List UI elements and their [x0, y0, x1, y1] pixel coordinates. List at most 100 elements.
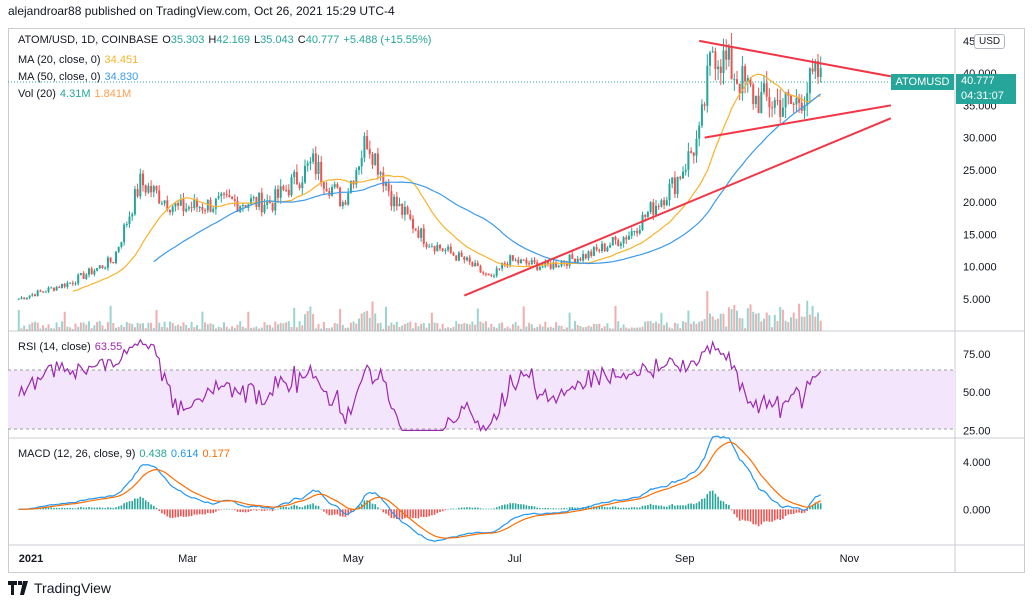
- volume-bar: [779, 306, 782, 331]
- volume-bar: [169, 321, 171, 331]
- macd-hist-bar: [555, 508, 557, 510]
- macd-hist-bar: [720, 500, 722, 510]
- volume-bar: [430, 312, 433, 331]
- volume-bar: [463, 323, 466, 331]
- macd-hist-bar: [406, 509, 409, 518]
- candle-body: [79, 272, 82, 275]
- open-value: 35.303: [170, 34, 205, 46]
- volume-bar: [320, 328, 323, 331]
- macd-hist-bar: [649, 503, 652, 510]
- candle-body: [387, 183, 390, 192]
- macd-hist-bar: [528, 505, 530, 510]
- macd-hist-bar: [558, 508, 560, 510]
- volume-bar: [117, 327, 120, 331]
- candle-body: [363, 136, 366, 158]
- candle-body: [630, 231, 633, 236]
- time-axis-tick: Mar: [178, 553, 197, 565]
- volume-bar: [271, 327, 274, 331]
- macd-hist-bar: [336, 509, 339, 515]
- volume-bar: [204, 322, 207, 331]
- macd-hist-bar: [404, 509, 406, 519]
- candle-body: [58, 286, 61, 288]
- macd-hist-bar: [166, 509, 169, 517]
- candle-body: [115, 251, 117, 264]
- candle-body: [679, 176, 682, 179]
- macd-hist-bar: [641, 506, 644, 510]
- candle-body: [676, 176, 679, 194]
- candle-body: [487, 273, 490, 276]
- volume-bar: [460, 324, 463, 331]
- macd-hist-bar: [792, 509, 795, 514]
- volume-bar: [322, 321, 325, 331]
- price-axis-tick: 10.000: [963, 262, 997, 274]
- macd-hist-bar: [506, 504, 509, 510]
- volume-bar: [209, 323, 212, 331]
- macd-hist-bar: [155, 507, 158, 510]
- candle-body: [258, 192, 261, 207]
- macd-hist-bar: [425, 509, 428, 518]
- macd-hist-bar: [522, 504, 525, 510]
- candle-body: [714, 51, 717, 70]
- footer-brand[interactable]: TradingView: [8, 580, 111, 596]
- macd-hist-bar: [312, 503, 314, 510]
- macd-hist-bar: [55, 507, 58, 510]
- macd-hist-bar: [304, 505, 306, 510]
- volume-bar: [622, 324, 625, 331]
- macd-hist-bar: [433, 509, 436, 515]
- candle-body: [498, 268, 501, 270]
- macd-hist-bar: [455, 508, 457, 510]
- volume-bar: [36, 322, 39, 331]
- volume-bar: [587, 325, 590, 331]
- candle-body: [601, 243, 603, 251]
- macd-hist-bar: [431, 509, 433, 516]
- volume-bar: [187, 327, 190, 331]
- macd-hist-bar: [730, 509, 733, 511]
- macd-hist-bar: [458, 507, 460, 510]
- volume-bar: [703, 319, 706, 331]
- macd-hist-bar: [647, 505, 649, 510]
- price-axis-tick: 15.000: [963, 229, 997, 241]
- candle-body: [96, 268, 99, 271]
- volume-bar: [376, 323, 379, 331]
- rsi-legend: RSI (14, close) 63.55: [18, 341, 123, 353]
- macd-hist-bar: [760, 509, 763, 525]
- macd-hist-bar: [209, 509, 212, 514]
- volume-bar: [644, 321, 647, 331]
- candle-body: [69, 282, 72, 284]
- currency-button[interactable]: USD: [974, 34, 1006, 49]
- candle-body: [687, 151, 690, 170]
- candle-body: [244, 205, 247, 208]
- candle-body: [771, 107, 774, 109]
- candle-body: [463, 256, 466, 261]
- candle-body: [82, 272, 85, 279]
- macd-hist-bar: [574, 507, 576, 510]
- candle-body: [490, 275, 493, 277]
- volume-bar: [536, 326, 539, 331]
- macd-hist-bar: [409, 509, 412, 518]
- candle-body: [495, 268, 498, 276]
- volume-bar: [814, 316, 817, 331]
- macd-hist-bar: [674, 505, 676, 510]
- candle-body: [479, 265, 482, 273]
- candle-body: [636, 231, 639, 234]
- candle-body: [271, 203, 274, 211]
- macd-hist-bar: [531, 505, 533, 510]
- price-axis-tick: 30.000: [963, 133, 997, 145]
- macd-hist-bar: [495, 507, 498, 510]
- volume-bar: [665, 322, 668, 331]
- macd-hist-bar: [819, 503, 822, 510]
- macd-hist-bar: [533, 506, 536, 510]
- candle-body: [690, 151, 693, 153]
- candle-body: [196, 199, 198, 208]
- volume-bar: [652, 323, 655, 331]
- macd-hist-bar: [134, 498, 136, 510]
- candle-body: [336, 184, 339, 188]
- candle-body: [673, 177, 676, 194]
- macd-hist-bar: [671, 504, 673, 510]
- candle-body: [668, 183, 671, 201]
- candle-body: [779, 100, 782, 117]
- volume-bar: [719, 313, 722, 331]
- macd-hist-bar: [652, 505, 655, 510]
- volume-bar: [112, 322, 115, 331]
